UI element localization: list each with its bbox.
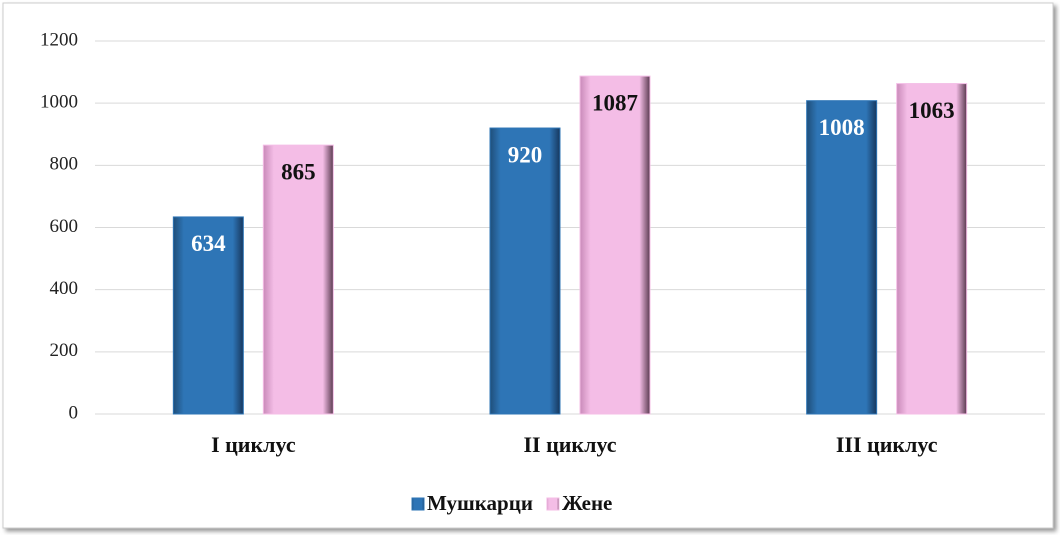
data-label: 865 bbox=[281, 159, 316, 184]
data-label: 634 bbox=[191, 231, 226, 256]
y-tick-label: 600 bbox=[50, 216, 79, 237]
legend-swatch bbox=[411, 497, 425, 511]
bar bbox=[172, 216, 244, 415]
y-tick-label: 0 bbox=[69, 402, 79, 423]
bar bbox=[896, 83, 968, 415]
x-tick-label: III циклус bbox=[836, 432, 938, 457]
x-tick-label: II циклус bbox=[523, 432, 616, 457]
bar bbox=[489, 127, 561, 415]
data-label: 920 bbox=[508, 142, 543, 167]
data-label: 1063 bbox=[909, 98, 955, 123]
y-tick-label: 1200 bbox=[40, 29, 78, 50]
data-label: 1008 bbox=[819, 115, 865, 140]
bar bbox=[806, 100, 878, 415]
bar bbox=[262, 144, 334, 415]
y-tick-label: 800 bbox=[50, 154, 79, 175]
y-tick-label: 400 bbox=[50, 278, 79, 299]
data-label: 1087 bbox=[592, 90, 638, 115]
y-tick-label: 200 bbox=[50, 340, 79, 361]
legend-swatch bbox=[546, 497, 560, 511]
bar bbox=[579, 75, 651, 415]
x-tick-label: I циклус bbox=[211, 432, 296, 457]
legend-label: Мушкарци bbox=[427, 491, 533, 515]
y-tick-label: 1000 bbox=[40, 92, 78, 113]
legend-label: Жене bbox=[562, 491, 612, 515]
